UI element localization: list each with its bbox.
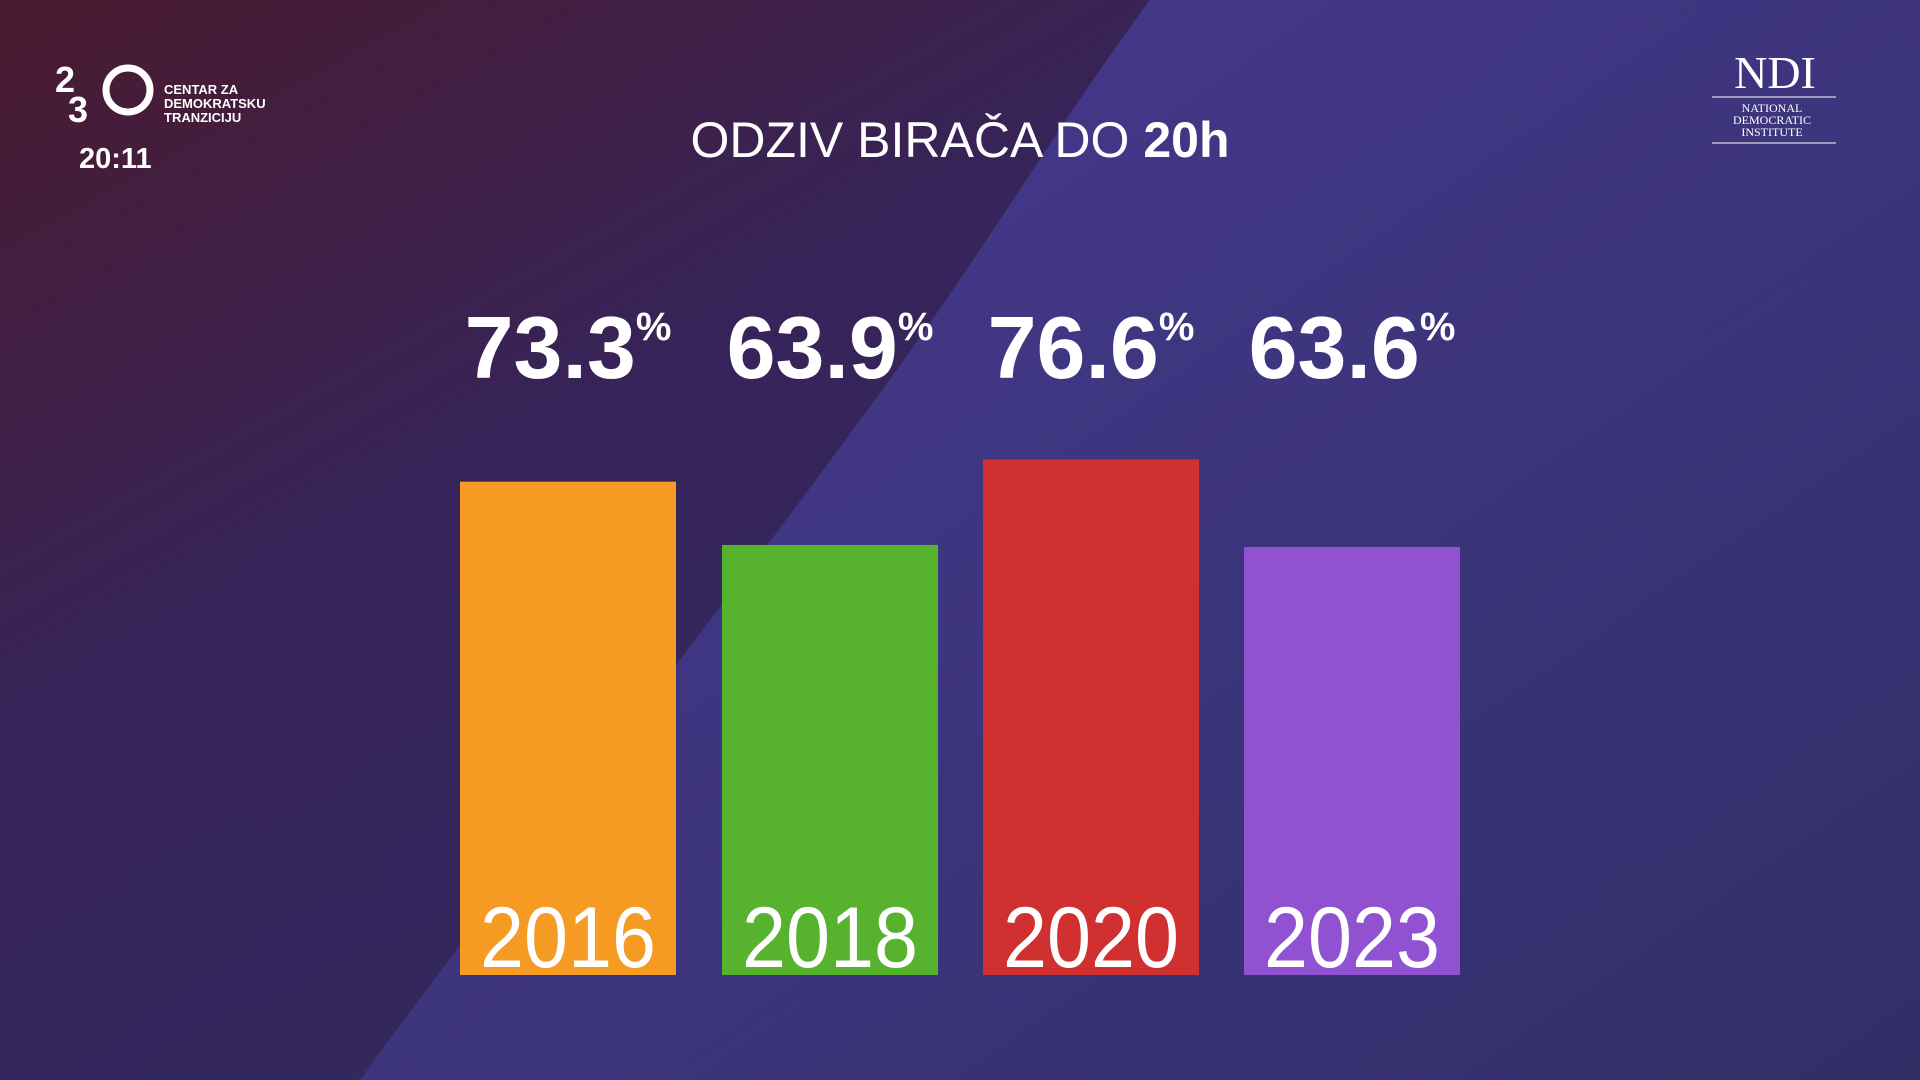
logo-ring <box>102 64 154 116</box>
partner-line: INSTITUTE <box>1741 125 1802 139</box>
value-label: 76.6% <box>988 298 1195 397</box>
value-unit: % <box>1420 305 1456 349</box>
bar <box>983 459 1199 975</box>
partner-line: NATIONAL <box>1742 101 1803 115</box>
bar <box>722 544 938 975</box>
value-unit: % <box>1159 305 1195 349</box>
category-label: 2023 <box>1264 890 1440 986</box>
chart-title: ODZIV BIRAČA DO 20h <box>690 112 1229 168</box>
category-label: 2020 <box>1003 890 1179 986</box>
clock: 20:11 <box>79 143 152 175</box>
logo-digit: 3 <box>68 89 88 130</box>
category-label: 2018 <box>742 890 918 986</box>
value-unit: % <box>636 305 672 349</box>
org-name: TRANZICIJU <box>164 110 241 125</box>
bar <box>1244 546 1460 975</box>
org-name: DEMOKRATSKU <box>164 96 266 111</box>
value-number: 63.6 <box>1249 298 1420 397</box>
title-text: ODZIV BIRAČA DO <box>690 112 1129 168</box>
value-number: 76.6 <box>988 298 1159 397</box>
value-label: 63.6% <box>1249 298 1456 397</box>
org-name: CENTAR ZA <box>164 82 239 97</box>
bar <box>460 481 676 975</box>
category-label: 2016 <box>480 890 656 986</box>
logo-digit: 2 <box>55 59 75 100</box>
value-unit: % <box>898 305 934 349</box>
title-emphasis: 20h <box>1143 112 1229 168</box>
value-label: 63.9% <box>727 298 934 397</box>
value-label: 73.3% <box>465 298 672 397</box>
partner-line: DEMOCRATIC <box>1733 113 1811 127</box>
value-number: 73.3 <box>465 298 636 397</box>
org-logo: 2 3 CENTAR ZA DEMOKRATSKU TRANZICIJU 20:… <box>55 59 266 175</box>
partner-name: NDI <box>1734 47 1816 98</box>
partner-logo: NDI NATIONAL DEMOCRATIC INSTITUTE <box>1712 47 1836 144</box>
value-number: 63.9 <box>727 298 898 397</box>
